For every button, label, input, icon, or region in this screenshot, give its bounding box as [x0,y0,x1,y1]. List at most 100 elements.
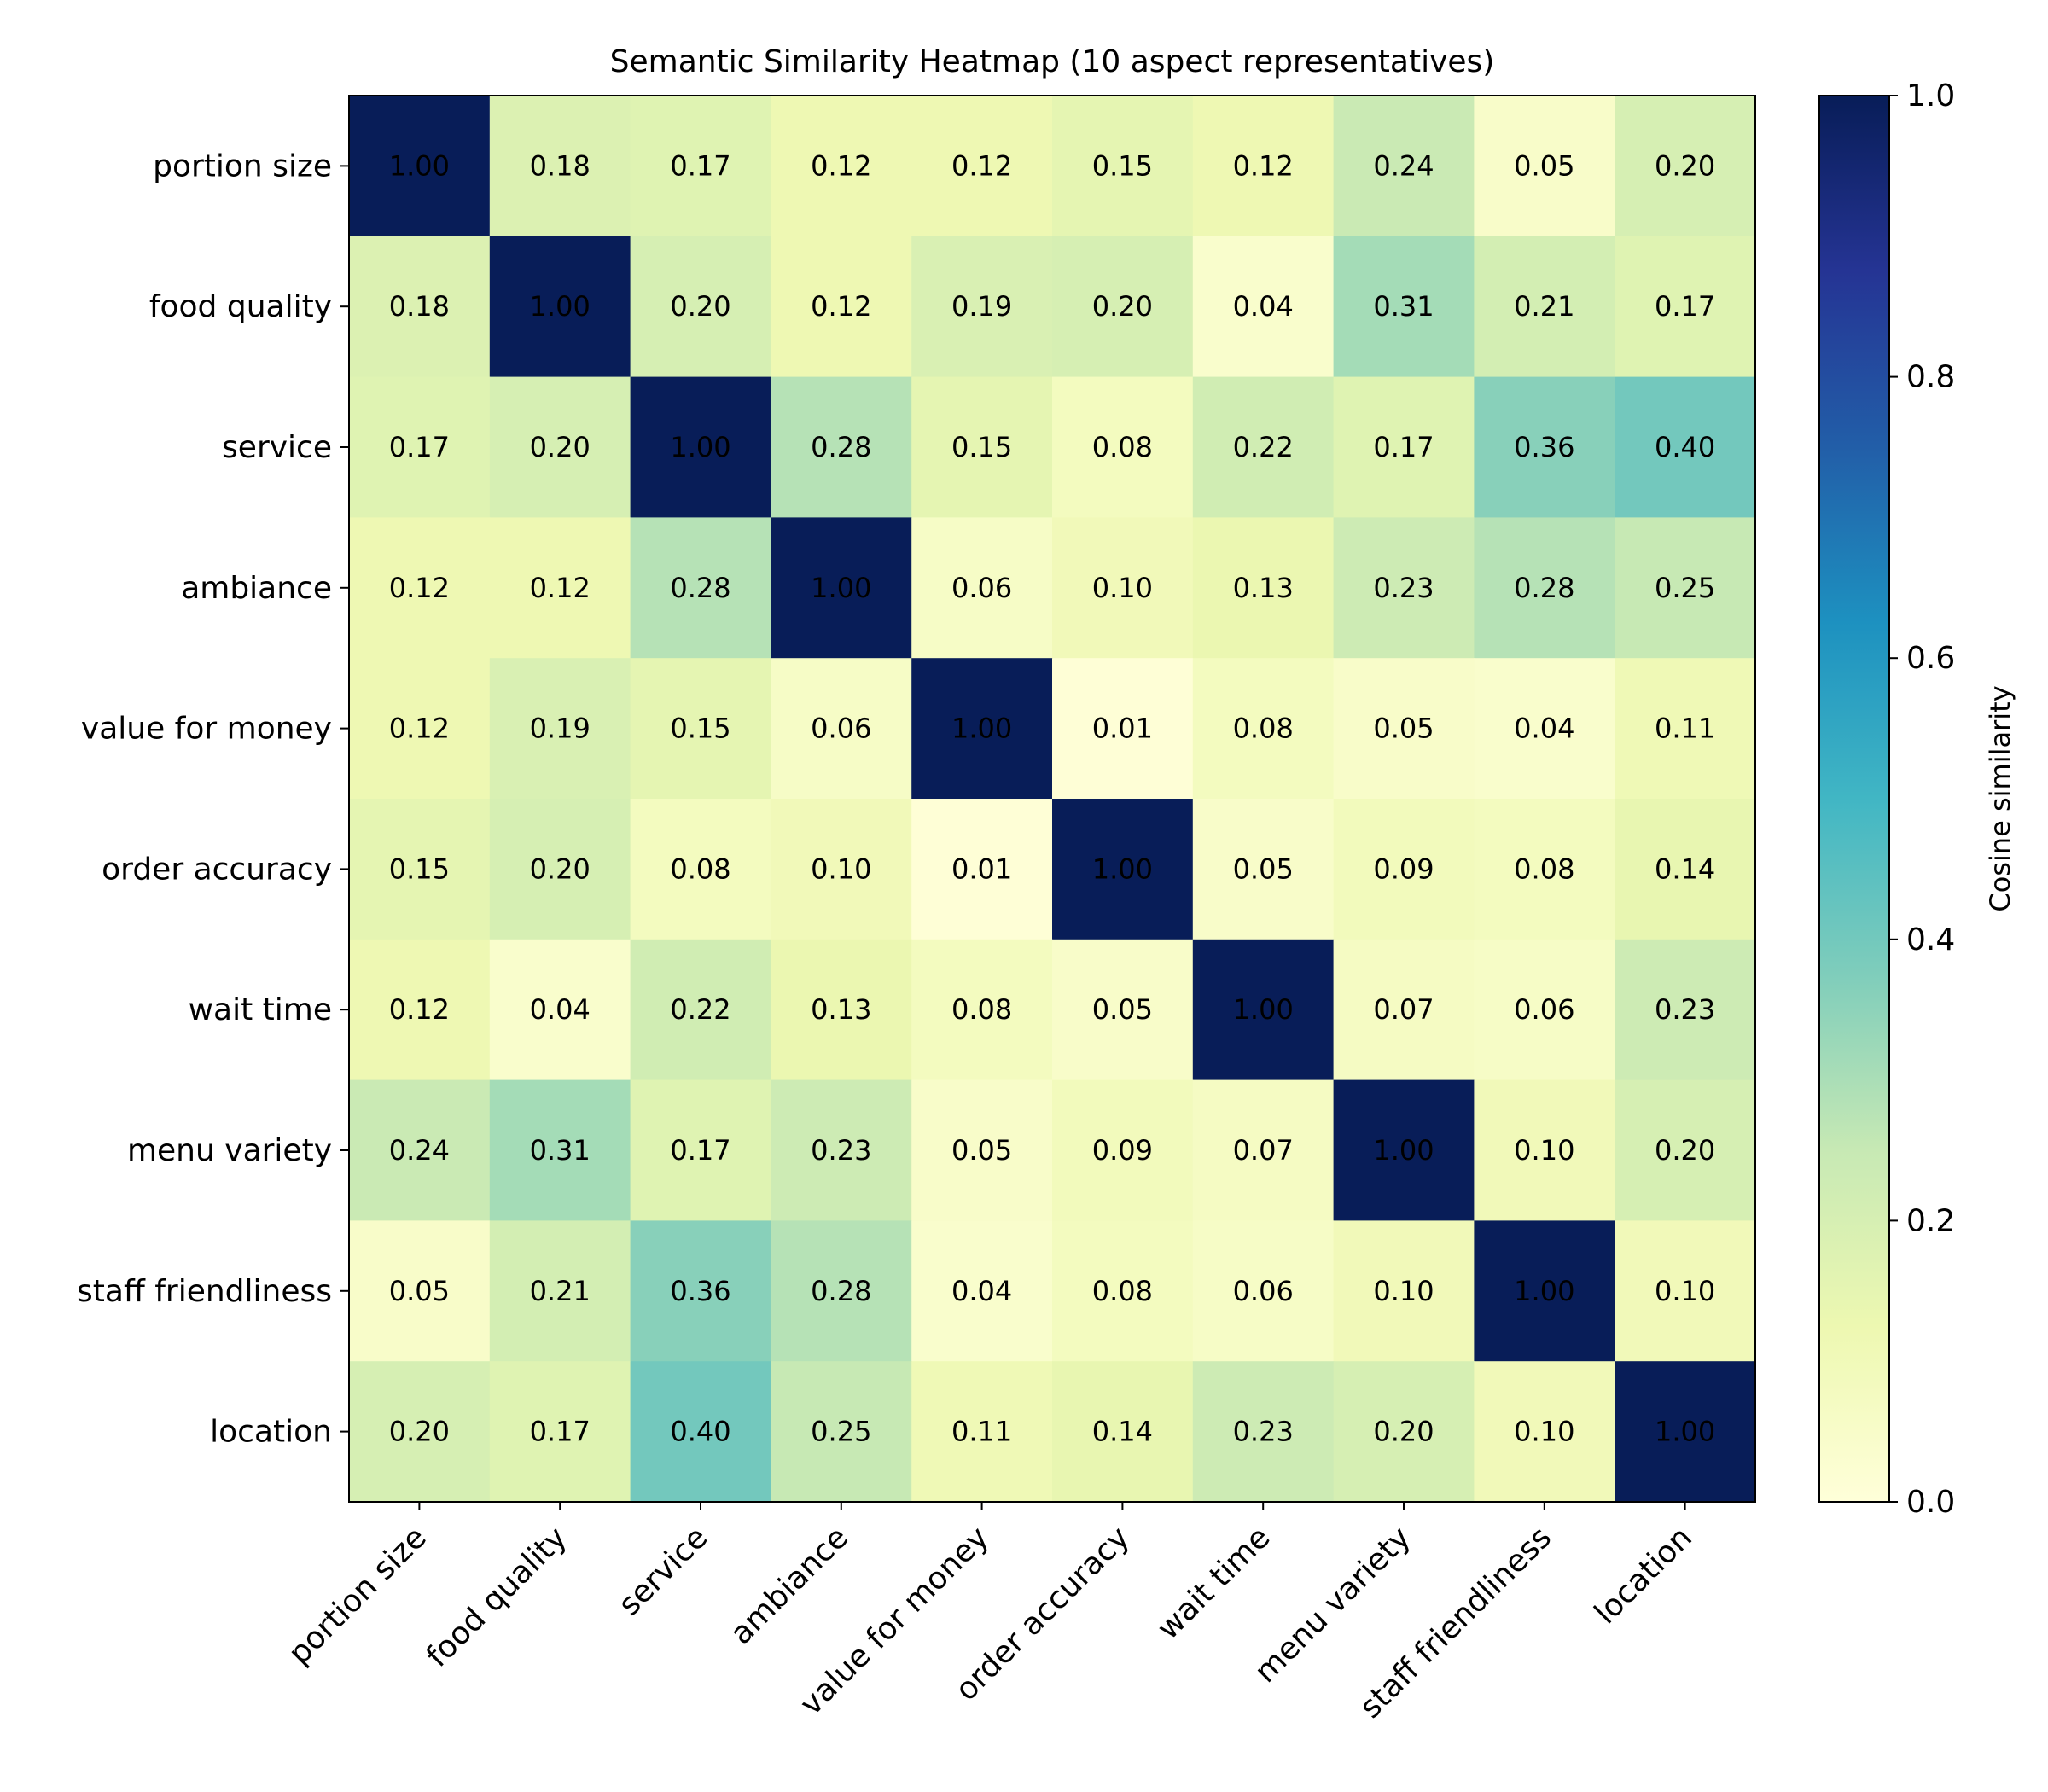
heatmap-cell [1615,1220,1756,1362]
cell-value-label: 0.05 [1233,852,1294,885]
cell-value-label: 0.25 [811,1416,871,1448]
cell-value-label: 1.00 [1233,993,1294,1026]
cell-value-label: 0.12 [951,149,1012,182]
y-tick-label: order accuracy [102,852,332,887]
cell-value-label: 0.10 [1373,1275,1434,1307]
cell-value-label: 0.10 [1514,1134,1574,1167]
y-axis-ticks: portion size food quality service ambiance v… [77,148,349,1450]
x-tick-label: portion size [282,1520,433,1671]
heatmap-cell [911,799,1053,940]
heatmap-cell [1615,658,1756,800]
heatmap-cell [489,236,631,378]
heatmap-cell [630,1361,771,1503]
heatmap-cell [911,939,1053,1081]
x-tick-label: food quality [420,1520,573,1673]
heatmap-cell [1333,96,1475,237]
cell-value-label: 0.08 [1092,1275,1153,1307]
heatmap-cell [630,1220,771,1362]
cell-value-label: 0.20 [389,1416,450,1448]
cell-value-label: 0.08 [670,852,730,885]
cell-value-label: 1.00 [811,572,871,604]
cell-value-label: 0.12 [389,713,450,745]
cell-value-label: 0.04 [951,1275,1012,1307]
heatmap-cell [349,517,491,659]
heatmap-cell [911,1079,1053,1221]
heatmap-cell [630,799,771,940]
cell-value-label: 0.08 [1092,431,1153,463]
heatmap-cell [1474,376,1615,518]
heatmap-cell [1333,658,1475,800]
heatmap-cell [1192,658,1335,800]
heatmap-cell [1333,939,1475,1081]
cell-value-label: 0.31 [530,1134,591,1167]
colorbar-tick-label: 0.2 [1906,1203,1955,1238]
heatmap-cell [1474,1220,1615,1362]
heatmap-cell [771,1079,912,1221]
heatmap-cell [1474,1079,1615,1221]
cell-value-label: 0.12 [389,993,450,1026]
cell-value-label: 0.36 [1514,431,1574,463]
cell-value-label: 0.04 [530,993,591,1026]
cell-value-label: 0.23 [1655,993,1715,1026]
heatmap-cell [349,939,491,1081]
heatmap-cell [489,376,631,518]
cell-value-label: 1.00 [1655,1416,1715,1448]
cell-value-label: 0.17 [530,1416,591,1448]
heatmap-cell [911,1361,1053,1503]
heatmap-cell [630,658,771,800]
colorbar-tick-label: 0.0 [1906,1485,1955,1520]
cell-value-label: 0.17 [1655,290,1715,323]
heatmap-cell [1333,1361,1475,1503]
x-tick-label: wait time [1150,1520,1277,1646]
y-tick-label: location [210,1415,332,1450]
heatmap-cell [1052,236,1194,378]
heatmap-cell [1615,939,1756,1081]
heatmap-cell [489,1361,631,1503]
heatmap-cell [630,96,771,237]
cell-value-label: 0.10 [811,852,871,885]
heatmap-cell [349,236,491,378]
heatmap-cell [1192,799,1335,940]
heatmap-cell [1615,1079,1756,1221]
heatmap-cell [771,1220,912,1362]
heatmap-cell [489,96,631,237]
cell-value-label: 0.28 [1514,572,1574,604]
cell-value-label: 0.17 [670,1134,730,1167]
heatmap-cell [489,658,631,800]
y-tick-label: service [222,430,332,465]
heatmap-cell [911,658,1053,800]
cell-value-label: 0.20 [1655,149,1715,182]
cell-value-label: 0.07 [1233,1134,1294,1167]
heatmap-cell [489,1079,631,1221]
heatmap-cell [1052,1079,1194,1221]
cell-value-label: 0.04 [1233,290,1294,323]
heatmap-cell [771,236,912,378]
heatmap-cell [349,658,491,800]
colorbar-tick-label: 0.6 [1906,641,1955,676]
chart-title: Semantic Similarity Heatmap (10 aspect r… [610,44,1495,79]
cell-value-label: 0.07 [1373,993,1434,1026]
cell-value-label: 0.06 [1514,993,1574,1026]
cell-value-label: 0.06 [951,572,1012,604]
cell-value-label: 0.05 [1373,713,1434,745]
cell-value-label: 0.10 [1092,572,1153,604]
heatmap-cell [911,236,1053,378]
heatmap-cell [1474,517,1615,659]
cell-value-label: 0.28 [811,1275,871,1307]
heatmap-cell [911,96,1053,237]
cell-value-label: 0.05 [1514,149,1574,182]
cell-value-label: 0.18 [389,290,450,323]
heatmap-cell [630,376,771,518]
cell-value-label: 0.15 [951,431,1012,463]
cell-value-label: 0.40 [1655,431,1715,463]
heatmap-cell [1615,96,1756,237]
y-tick-label: wait time [189,992,332,1027]
y-tick-label: value for money [81,712,332,747]
heatmap-cell [1052,1220,1194,1362]
cell-value-label: 0.13 [811,993,871,1026]
cell-value-label: 0.01 [1092,713,1153,745]
cell-value-label: 0.23 [811,1134,871,1167]
heatmap-cell [771,939,912,1081]
heatmap-cell [911,376,1053,518]
cell-value-label: 0.18 [530,149,591,182]
